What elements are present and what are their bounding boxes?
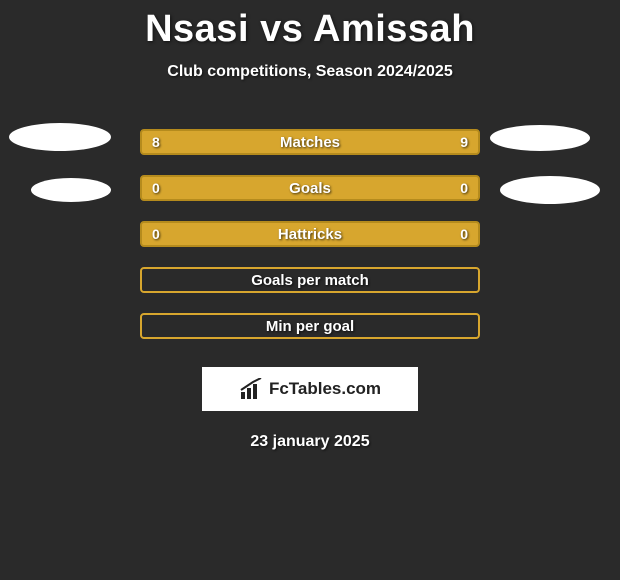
stat-value-right: 0 bbox=[460, 180, 468, 196]
stat-bar: Min per goal bbox=[140, 313, 480, 339]
stat-label: Goals per match bbox=[142, 272, 478, 289]
stat-row: Goals per match bbox=[0, 257, 620, 303]
stat-label: Goals bbox=[142, 180, 478, 197]
page-title: Nsasi vs Amissah bbox=[0, 0, 620, 51]
decorative-ellipse bbox=[500, 176, 600, 204]
stats-container: Matches89Goals00Hattricks00Goals per mat… bbox=[0, 119, 620, 349]
stat-value-right: 0 bbox=[460, 226, 468, 242]
stat-value-left: 0 bbox=[152, 226, 160, 242]
stat-bar: Goals per match bbox=[140, 267, 480, 293]
stat-label: Matches bbox=[142, 134, 478, 151]
stat-bar: Matches8 9 bbox=[140, 129, 480, 155]
stat-bar: Hattricks0 0 bbox=[140, 221, 480, 247]
stat-value-left: 0 bbox=[152, 180, 160, 196]
decorative-ellipse bbox=[31, 178, 111, 202]
stat-bar: Goals0 0 bbox=[140, 175, 480, 201]
brand-text: FcTables.com bbox=[269, 379, 381, 399]
date-label: 23 january 2025 bbox=[0, 433, 620, 451]
stat-value-right: 9 bbox=[460, 134, 468, 150]
player-right-name: Amissah bbox=[313, 8, 475, 50]
brand-badge: FcTables.com bbox=[202, 367, 418, 411]
stat-label: Min per goal bbox=[142, 318, 478, 335]
stat-value-left: 8 bbox=[152, 134, 160, 150]
chart-icon bbox=[239, 378, 265, 400]
player-left-name: Nsasi bbox=[145, 8, 249, 50]
stat-row: Min per goal bbox=[0, 303, 620, 349]
decorative-ellipse bbox=[9, 123, 111, 151]
vs-label: vs bbox=[260, 8, 303, 50]
stat-label: Hattricks bbox=[142, 226, 478, 243]
subtitle: Club competitions, Season 2024/2025 bbox=[0, 63, 620, 81]
decorative-ellipse bbox=[490, 125, 590, 151]
stat-row: Hattricks0 0 bbox=[0, 211, 620, 257]
